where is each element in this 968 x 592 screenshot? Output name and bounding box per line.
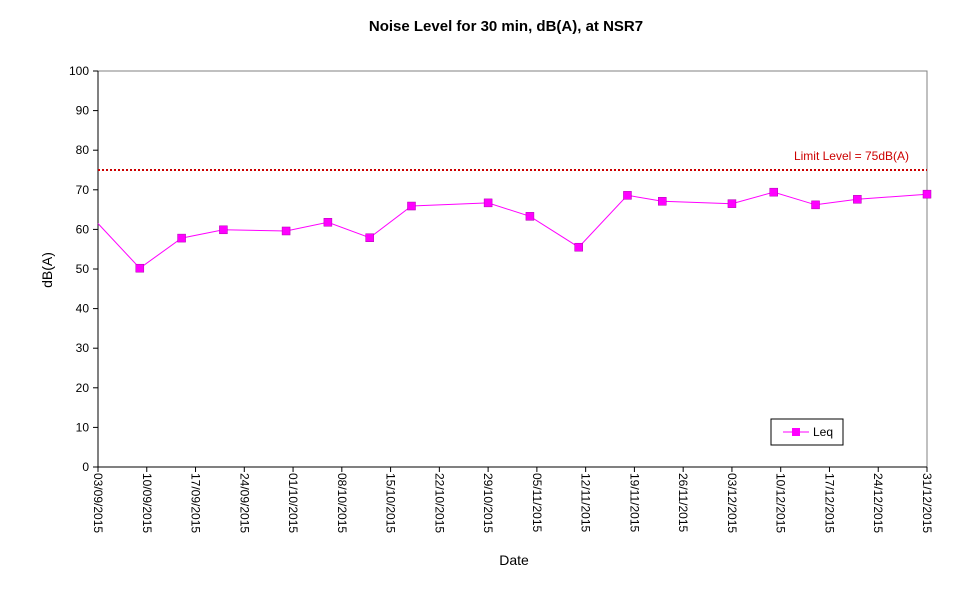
x-tick-label: 01/10/2015	[286, 473, 300, 533]
data-point	[525, 212, 535, 221]
x-tick-label: 24/09/2015	[237, 473, 251, 533]
data-point	[574, 242, 583, 252]
chart-title: Noise Level for 30 min, dB(A), at NSR7	[369, 18, 643, 35]
limit-line-group: Limit Level = 75dB(A)	[98, 149, 927, 171]
x-tick-label: 03/09/2015	[91, 473, 105, 533]
x-tick-label: 08/10/2015	[335, 473, 349, 533]
data-point	[365, 233, 374, 242]
x-tick-label: 15/10/2015	[384, 473, 398, 533]
x-tick-label: 24/12/2015	[871, 473, 885, 533]
data-point	[177, 233, 186, 243]
y-tick-label: 100	[69, 64, 89, 78]
data-point	[483, 198, 493, 208]
legend-label-leq: Leq	[813, 425, 833, 439]
y-tick-label: 80	[76, 143, 90, 157]
data-point	[769, 187, 778, 197]
legend-swatch-marker	[792, 428, 800, 436]
y-tick-label: 20	[76, 381, 90, 395]
data-point	[135, 263, 145, 273]
data-point	[323, 218, 333, 227]
y-tick-label: 70	[76, 183, 90, 197]
data-point	[407, 201, 416, 211]
y-tick-label: 40	[76, 302, 90, 316]
x-tick-label: 31/12/2015	[920, 473, 934, 533]
data-point	[811, 200, 820, 210]
data-point	[727, 199, 737, 208]
x-tick-label: 29/10/2015	[481, 473, 495, 533]
x-tick-label: 10/09/2015	[140, 473, 154, 533]
legend: Leq	[770, 418, 844, 446]
x-tick-label: 22/10/2015	[432, 473, 446, 533]
series-line-leq	[97, 191, 928, 269]
y-tick-label: 30	[76, 341, 90, 355]
x-tick-label: 17/12/2015	[822, 473, 836, 533]
data-point	[281, 226, 291, 236]
plot-area	[97, 70, 928, 468]
x-tick-label: 12/11/2015	[579, 473, 593, 532]
data-point	[219, 225, 228, 235]
y-tick-label: 10	[76, 420, 90, 434]
data-point	[623, 191, 632, 200]
x-tick-label: 17/09/2015	[189, 473, 203, 533]
x-tick-label: 19/11/2015	[627, 473, 641, 532]
x-axis-label: Date	[499, 552, 529, 568]
x-tick-label: 10/12/2015	[774, 473, 788, 533]
y-tick-label: 50	[76, 262, 90, 276]
x-tick-label: 26/11/2015	[676, 473, 690, 532]
limit-line-label: Limit Level = 75dB(A)	[794, 149, 909, 163]
series-group	[97, 187, 932, 273]
x-tick-label: 03/12/2015	[725, 473, 739, 533]
axes: 0 10 20 30 40 50 60 70 80 90 100 03/09/2015 10/09/20…	[69, 64, 934, 533]
data-point	[853, 195, 862, 204]
y-tick-label: 90	[76, 104, 90, 118]
y-axis-label: dB(A)	[39, 252, 55, 288]
y-tick-label: 0	[82, 460, 89, 474]
x-tick-label: 05/11/2015	[530, 473, 544, 532]
data-point	[922, 189, 932, 199]
y-tick-label: 60	[76, 222, 90, 236]
data-point	[658, 197, 667, 206]
